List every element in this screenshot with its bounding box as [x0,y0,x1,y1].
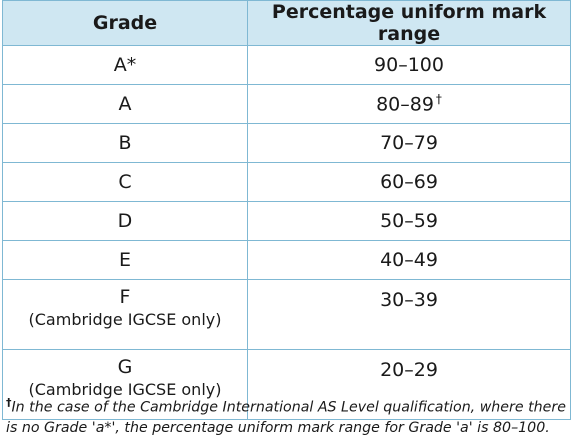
range-cell: 20–29 [247,349,571,420]
range-value: 50–59 [380,210,438,232]
table-row: F (Cambridge IGCSE only) 30–39 [2,279,571,350]
grade-label: E [118,249,131,271]
grade-label: G [117,356,133,378]
grade-cell: E [2,240,248,280]
header-row: Grade Percentage uniform mark range [2,0,571,46]
range-value: 40–49 [380,249,438,271]
range-column-header: Percentage uniform mark range [247,0,571,46]
grade-cell: G (Cambridge IGCSE only) [2,349,248,420]
grade-table: Grade Percentage uniform mark range A* 9… [2,0,571,420]
table-row: B 70–79 [2,123,571,163]
range-value: 20–29 [380,359,438,381]
grade-cell: C [2,162,248,202]
range-value: 30–39 [380,289,438,311]
grade-label: B [118,132,132,154]
range-value: 80–89 [376,93,434,116]
grade-label: D [117,210,133,232]
table-row: C 60–69 [2,162,571,202]
range-cell: 90–100 [247,45,571,85]
range-value: 70–79 [380,132,438,154]
range-value: 90–100 [374,54,444,76]
range-cell: 70–79 [247,123,571,163]
range-cell: 80–89 † [247,84,571,124]
range-cell: 60–69 [247,162,571,202]
footnote-dagger-mark: † [435,92,442,107]
table-row: G (Cambridge IGCSE only) 20–29 [2,349,571,420]
range-cell: 40–49 [247,240,571,280]
table-row: A* 90–100 [2,45,571,85]
table-row: A 80–89 † [2,84,571,124]
grade-label: C [118,171,132,193]
grade-cell: D [2,201,248,241]
table-row: E 40–49 [2,240,571,280]
footnote: †In the case of the Cambridge Internatio… [6,393,568,438]
footnote-symbol: † [6,396,12,409]
range-cell: 30–39 [247,279,571,350]
grade-column-header: Grade [2,0,248,46]
grade-label: A [118,93,132,115]
range-cell: 50–59 [247,201,571,241]
grade-cell: B [2,123,248,163]
grade-cell: A* [2,45,248,85]
table-row: D 50–59 [2,201,571,241]
grade-note: (Cambridge IGCSE only) [28,380,222,399]
grade-note: (Cambridge IGCSE only) [28,310,222,329]
range-value: 60–69 [380,171,438,193]
grade-cell: A [2,84,248,124]
grade-cell: F (Cambridge IGCSE only) [2,279,248,350]
footnote-text: In the case of the Cambridge Internation… [6,399,566,436]
grade-label: A* [113,54,137,76]
grade-label: F [119,286,131,308]
